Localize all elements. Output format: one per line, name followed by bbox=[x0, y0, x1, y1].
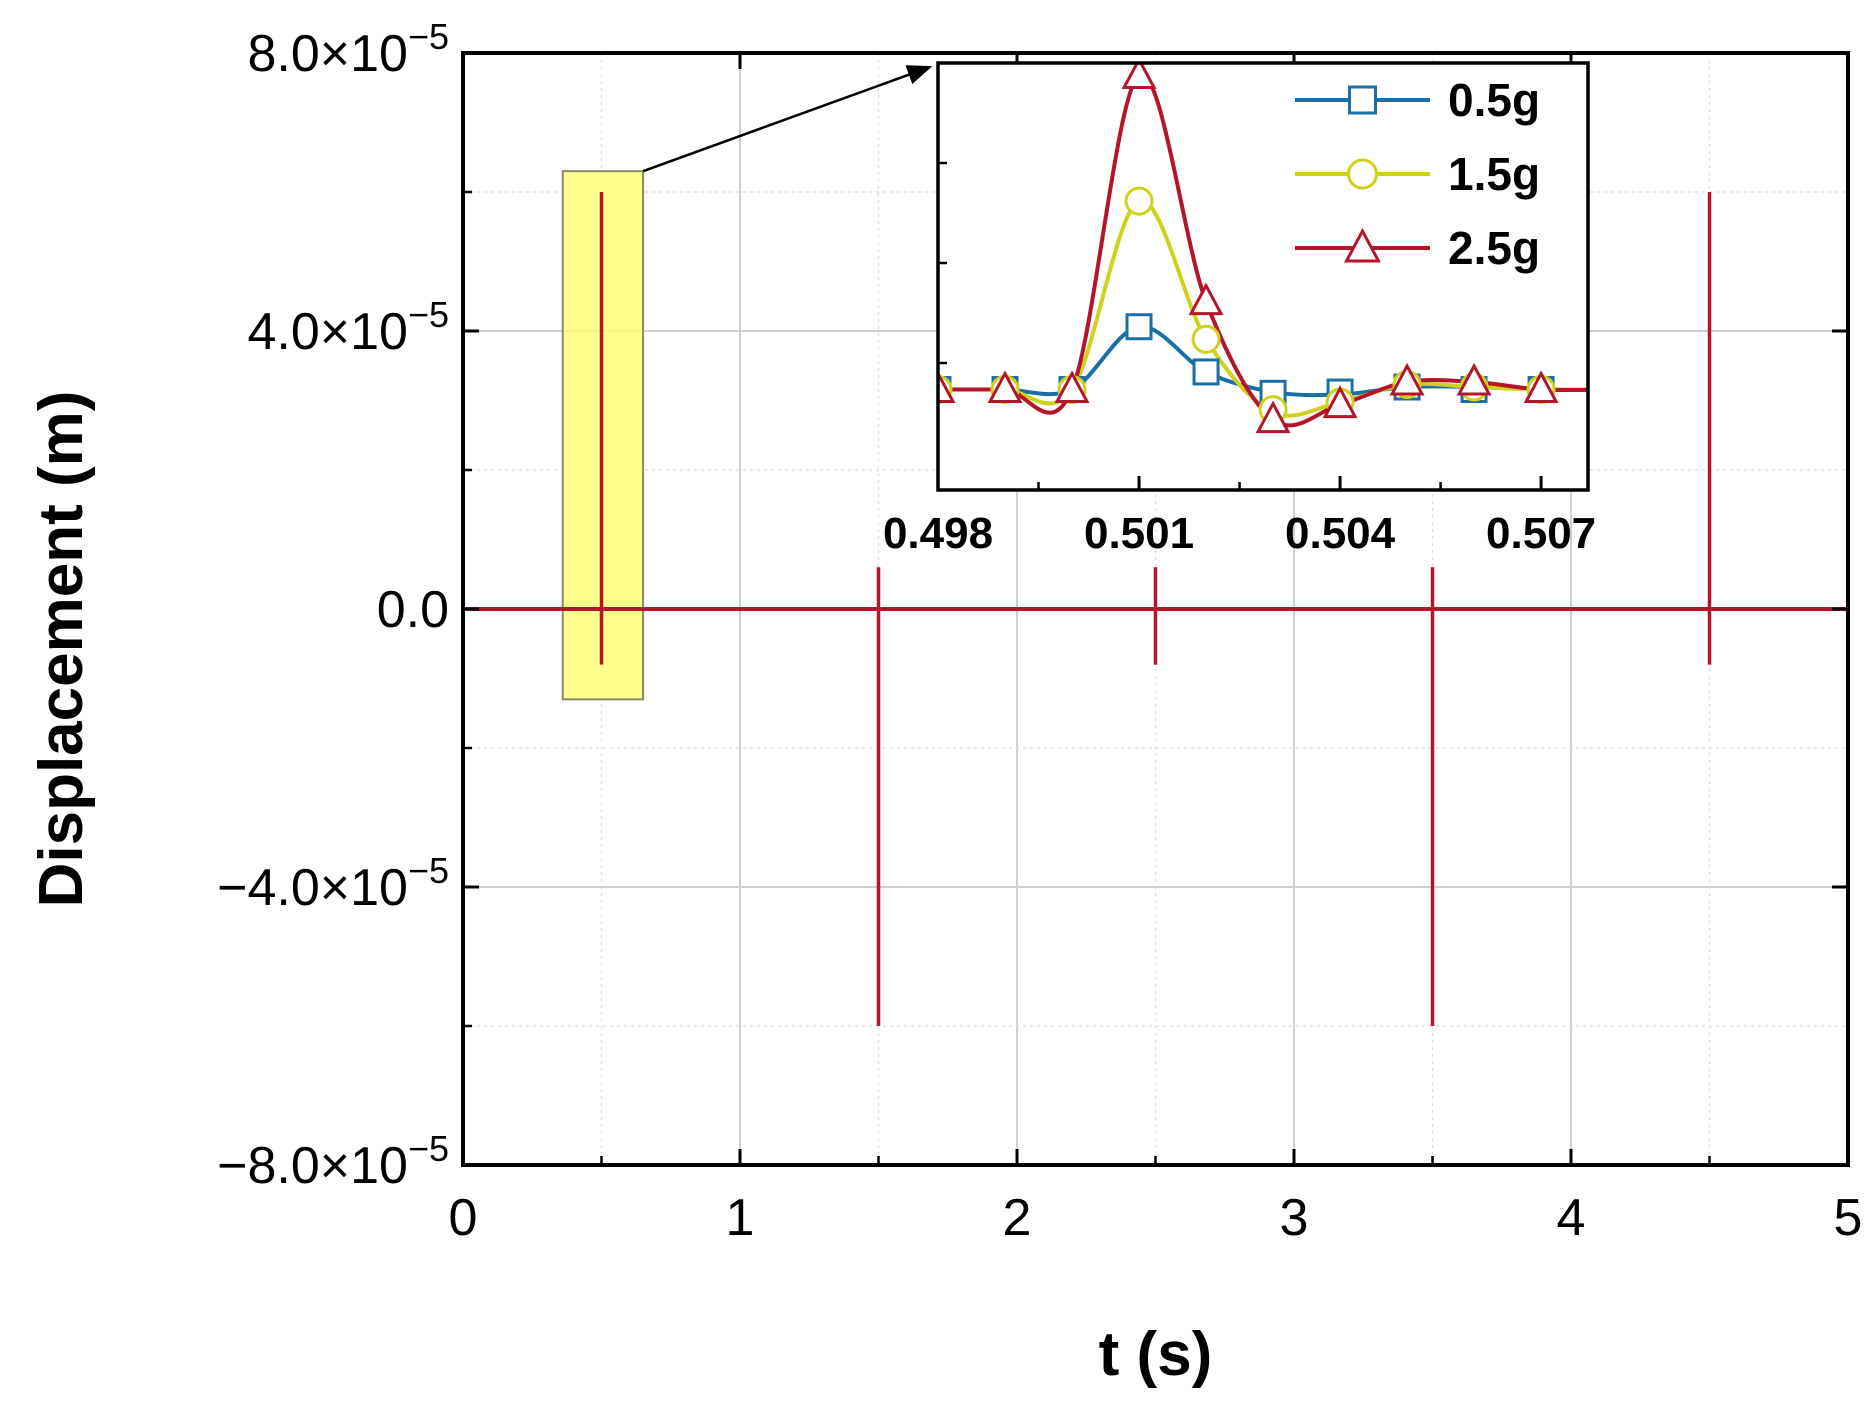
legend-entry-2.5g: 2.5g bbox=[1295, 222, 1540, 274]
square-marker bbox=[1259, 379, 1287, 407]
triangle-marker bbox=[1389, 362, 1425, 396]
zoom-arrow bbox=[642, 65, 933, 173]
x-tick-label: 3 bbox=[1280, 1189, 1309, 1247]
inset-x-tick-label: 0.501 bbox=[1084, 509, 1194, 558]
y-tick-label: 8.0×10−5 bbox=[247, 16, 449, 83]
inset-ticks bbox=[936, 161, 1543, 490]
y-tick-label: 4.0×10−5 bbox=[247, 294, 449, 361]
x-tick-label: 5 bbox=[1834, 1189, 1863, 1247]
legend-label: 0.5g bbox=[1448, 74, 1540, 126]
square-marker bbox=[1596, 378, 1620, 402]
triangle-marker bbox=[987, 370, 1023, 404]
circle-marker bbox=[1124, 186, 1154, 216]
triangle-marker bbox=[938, 370, 956, 404]
inset-plot-frame bbox=[936, 61, 1590, 492]
y-tick-mantissa: −4.0×10 bbox=[217, 859, 408, 917]
triangle-marker bbox=[1255, 400, 1291, 434]
y-axis-title: Displacement (m) bbox=[27, 391, 96, 908]
y-tick-exponent: −5 bbox=[408, 1128, 449, 1169]
triangle-marker bbox=[1344, 227, 1381, 263]
y-tick-exponent: −5 bbox=[408, 294, 449, 335]
y-tick-exponent: −5 bbox=[408, 16, 449, 57]
main-series bbox=[463, 192, 1848, 1026]
y-tick-mantissa: 8.0×10 bbox=[247, 25, 408, 83]
inset-markers-2.5g bbox=[938, 63, 1623, 434]
x-tick-label: 0 bbox=[449, 1189, 478, 1247]
legend: 0.5g 1.5g 2.5g bbox=[1295, 74, 1540, 274]
inset-x-tick-labels: 0.498 0.501 0.504 0.507 bbox=[883, 509, 1596, 558]
y-tick-exponent: −5 bbox=[408, 850, 449, 891]
triangle-marker bbox=[1054, 370, 1090, 404]
inset-x-tick-label: 0.504 bbox=[1285, 509, 1396, 558]
legend-entry-1.5g: 1.5g bbox=[1295, 148, 1540, 200]
inset-x-tick-label: 0.507 bbox=[1486, 509, 1596, 558]
legend-label: 2.5g bbox=[1448, 222, 1540, 274]
x-tick-labels: 0 1 2 3 4 5 bbox=[449, 1189, 1863, 1247]
inset-x-tick-label: 0.498 bbox=[883, 509, 993, 558]
square-marker bbox=[1192, 358, 1220, 386]
triangle-marker bbox=[1593, 374, 1623, 402]
x-tick-label: 1 bbox=[726, 1189, 755, 1247]
circle-marker bbox=[1191, 324, 1221, 354]
inset-series bbox=[938, 63, 1623, 434]
y-tick-mantissa: −8.0×10 bbox=[217, 1137, 408, 1195]
y-tick-label: −8.0×10−5 bbox=[217, 1128, 449, 1195]
square-marker bbox=[1125, 313, 1153, 341]
legend-entry-0.5g: 0.5g bbox=[1295, 74, 1540, 126]
triangle-marker bbox=[1456, 362, 1492, 396]
triangle-marker bbox=[1322, 385, 1358, 419]
main-ticks bbox=[461, 51, 1850, 1167]
circle-marker bbox=[1347, 158, 1378, 190]
y-tick-mantissa: 4.0×10 bbox=[247, 303, 408, 361]
x-tick-label: 2 bbox=[1003, 1189, 1032, 1247]
circle-marker bbox=[1595, 377, 1621, 403]
y-tick-label: −4.0×10−5 bbox=[217, 850, 449, 917]
inset-plot: 0.498 0.501 0.504 0.507 0.5g 1.5g 2.5g bbox=[883, 61, 1623, 558]
triangle-marker bbox=[1188, 282, 1224, 316]
triangle-marker bbox=[1121, 63, 1157, 90]
legend-label: 1.5g bbox=[1448, 148, 1540, 200]
triangle-marker bbox=[1523, 370, 1559, 404]
y-tick-labels: 8.0×10−54.0×10−50.0−4.0×10−5−8.0×10−5 bbox=[217, 16, 449, 1195]
square-marker bbox=[1348, 85, 1377, 115]
y-tick-mantissa: 0.0 bbox=[377, 581, 449, 639]
y-tick-label: 0.0 bbox=[377, 581, 449, 639]
x-axis-title: t (s) bbox=[1099, 1320, 1213, 1389]
x-tick-label: 4 bbox=[1557, 1189, 1586, 1247]
